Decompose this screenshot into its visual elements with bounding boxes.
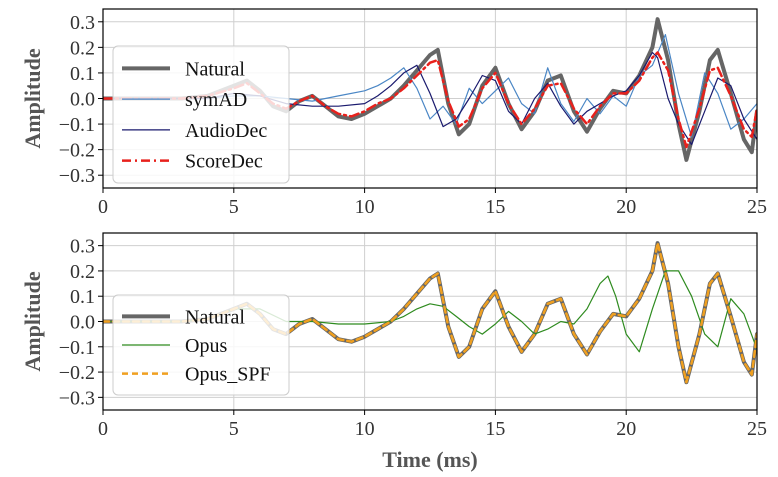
- top-x-tick-label: 0: [98, 196, 108, 218]
- top-x-tick-label: 5: [229, 196, 239, 218]
- top-legend-label-audiodec: AudioDec: [185, 120, 267, 142]
- top-y-axis-label: Amplitude: [20, 48, 45, 148]
- bottom-panel: 0 5 10 15 20 25 −0.3 −0.2 −0.1 0.0 0.1 0.2 0.3 Ampl…: [20, 232, 767, 472]
- bottom-legend-label-opus: Opus: [185, 335, 227, 357]
- top-x-tick-label: 15: [485, 196, 505, 218]
- bottom-x-axis-label: Time (ms): [382, 447, 478, 472]
- top-x-tick-label: 25: [747, 196, 767, 218]
- bottom-legend-label-opus-spf: Opus_SPF: [185, 364, 271, 386]
- bottom-x-tick-label: 10: [355, 418, 375, 440]
- top-y-tick-label: −0.3: [59, 165, 95, 187]
- top-legend-label-scoredec: ScoreDec: [185, 151, 263, 173]
- bottom-x-ticks: 0 5 10 15 20 25: [98, 410, 767, 440]
- bottom-y-tick-label: −0.3: [59, 387, 95, 409]
- top-y-ticks: −0.3 −0.2 −0.1 0.0 0.1 0.2 0.3: [59, 12, 103, 187]
- top-y-tick-label: 0.1: [70, 63, 95, 85]
- top-y-tick-label: 0.3: [70, 12, 95, 34]
- bottom-legend-label-natural: Natural: [185, 306, 245, 328]
- bottom-y-tick-label: −0.1: [59, 337, 95, 359]
- bottom-x-tick-label: 15: [485, 418, 505, 440]
- top-y-tick-label: −0.2: [59, 140, 95, 162]
- bottom-legend: Natural Opus Opus_SPF: [112, 294, 290, 396]
- bottom-y-tick-label: 0.3: [70, 236, 95, 258]
- bottom-x-tick-label: 20: [616, 418, 636, 440]
- bottom-y-tick-label: 0.0: [70, 312, 95, 334]
- bottom-legend-box: [112, 294, 290, 396]
- top-y-tick-label: 0.2: [70, 37, 95, 59]
- top-legend: Natural symAD AudioDec ScoreDec: [112, 45, 290, 184]
- top-x-tick-label: 10: [355, 196, 375, 218]
- top-x-ticks: 0 5 10 15 20 25: [98, 188, 767, 218]
- bottom-x-tick-label: 5: [229, 418, 239, 440]
- bottom-y-tick-label: −0.2: [59, 362, 95, 384]
- top-legend-box: [112, 45, 290, 184]
- top-y-tick-label: 0.0: [70, 89, 95, 111]
- bottom-y-axis-label: Amplitude: [20, 271, 45, 371]
- bottom-y-tick-label: 0.1: [70, 286, 95, 308]
- bottom-y-tick-label: 0.2: [70, 261, 95, 283]
- top-x-tick-label: 20: [616, 196, 636, 218]
- bottom-x-tick-label: 0: [98, 418, 108, 440]
- top-panel: 0 5 10 15 20 25 −0.3 −0.2 −0.1 0.0 0.1 0.2 0.3 Ampl…: [20, 8, 767, 218]
- top-legend-label-natural: Natural: [185, 58, 245, 80]
- top-y-tick-label: −0.1: [59, 114, 95, 136]
- top-series-scoredec: [103, 51, 757, 149]
- bottom-x-tick-label: 25: [747, 418, 767, 440]
- top-legend-label-symad: symAD: [185, 89, 247, 111]
- bottom-y-ticks: −0.3 −0.2 −0.1 0.0 0.1 0.2 0.3: [59, 236, 103, 409]
